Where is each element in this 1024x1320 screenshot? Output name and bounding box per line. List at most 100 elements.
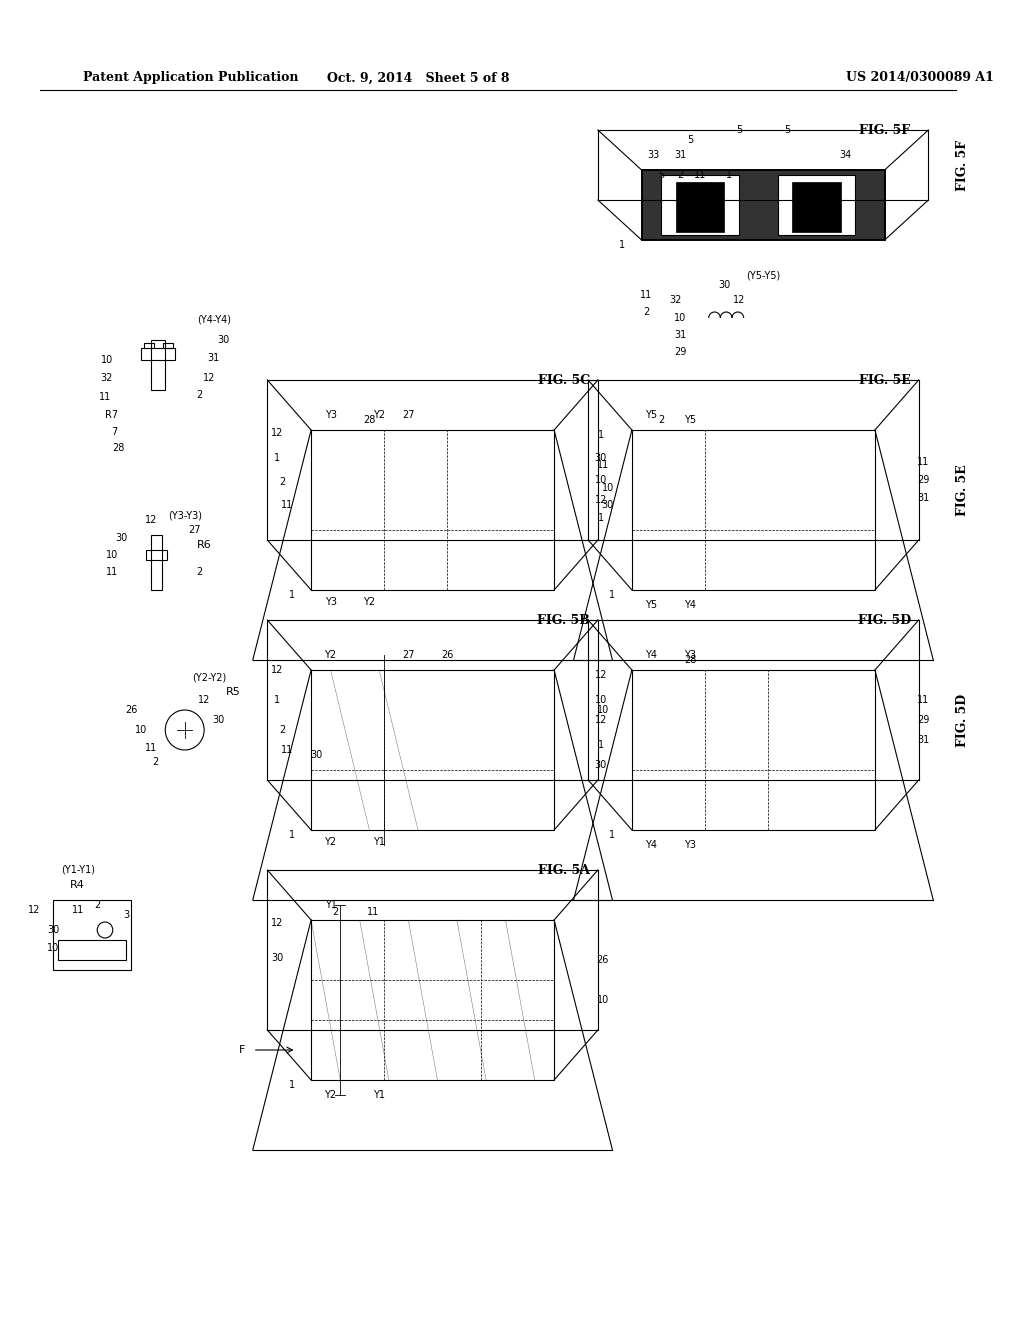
Text: Y5: Y5 bbox=[684, 414, 696, 425]
Text: 27: 27 bbox=[188, 525, 201, 535]
Text: 12: 12 bbox=[271, 428, 284, 438]
Text: Y5: Y5 bbox=[645, 411, 657, 420]
Text: 31: 31 bbox=[675, 150, 687, 160]
Bar bbox=[144, 343, 154, 348]
Text: 27: 27 bbox=[402, 411, 415, 420]
Text: 1: 1 bbox=[620, 240, 626, 249]
Bar bbox=[151, 535, 163, 590]
Text: 11: 11 bbox=[918, 696, 930, 705]
Text: 32: 32 bbox=[100, 374, 113, 383]
Text: Y4: Y4 bbox=[645, 649, 657, 660]
Text: 10: 10 bbox=[47, 942, 59, 953]
Text: 1: 1 bbox=[609, 590, 615, 601]
Text: Y1: Y1 bbox=[373, 1090, 385, 1100]
Bar bbox=[632, 671, 874, 830]
Text: 2: 2 bbox=[279, 725, 285, 735]
Text: 29: 29 bbox=[675, 347, 687, 356]
Bar bbox=[676, 182, 724, 232]
Text: 12: 12 bbox=[271, 665, 284, 675]
Bar bbox=[58, 940, 126, 960]
Text: 12: 12 bbox=[28, 906, 40, 915]
Text: 10: 10 bbox=[595, 475, 607, 484]
Text: 12: 12 bbox=[198, 696, 210, 705]
Text: Y2: Y2 bbox=[325, 649, 337, 660]
Text: Patent Application Publication: Patent Application Publication bbox=[83, 71, 298, 84]
Text: 30: 30 bbox=[718, 280, 730, 290]
Text: 34: 34 bbox=[840, 150, 852, 160]
Bar bbox=[311, 920, 554, 1080]
Text: US 2014/0300089 A1: US 2014/0300089 A1 bbox=[846, 71, 993, 84]
Text: 5: 5 bbox=[658, 170, 665, 180]
Text: (Y3-Y3): (Y3-Y3) bbox=[168, 510, 202, 520]
Text: 2: 2 bbox=[332, 907, 339, 917]
Text: R4: R4 bbox=[71, 880, 85, 890]
Text: 10: 10 bbox=[601, 483, 613, 492]
Text: 31: 31 bbox=[675, 330, 687, 341]
Text: 29: 29 bbox=[918, 715, 930, 725]
Text: (Y4-Y4): (Y4-Y4) bbox=[197, 315, 230, 325]
Text: 30: 30 bbox=[116, 533, 128, 543]
Text: Y2: Y2 bbox=[373, 411, 385, 420]
Text: FIG. 5A: FIG. 5A bbox=[538, 863, 590, 876]
Text: 11: 11 bbox=[640, 290, 652, 300]
Text: Oct. 9, 2014   Sheet 5 of 8: Oct. 9, 2014 Sheet 5 of 8 bbox=[327, 71, 509, 84]
Text: 12: 12 bbox=[595, 715, 607, 725]
Text: 12: 12 bbox=[144, 515, 157, 525]
Text: 10: 10 bbox=[597, 705, 609, 715]
Text: 3: 3 bbox=[123, 909, 129, 920]
Text: 2: 2 bbox=[279, 477, 285, 487]
Bar bbox=[662, 176, 739, 235]
Text: 11: 11 bbox=[597, 459, 609, 470]
Text: 5: 5 bbox=[687, 135, 693, 145]
Text: 30: 30 bbox=[595, 453, 607, 463]
Text: 12: 12 bbox=[732, 294, 745, 305]
Text: 2: 2 bbox=[677, 170, 684, 180]
Text: 11: 11 bbox=[918, 457, 930, 467]
Text: FIG. 5F: FIG. 5F bbox=[859, 124, 910, 136]
Text: 10: 10 bbox=[675, 313, 687, 323]
Text: (Y1-Y1): (Y1-Y1) bbox=[60, 865, 95, 875]
Text: 7: 7 bbox=[112, 426, 118, 437]
Text: FIG. 5D: FIG. 5D bbox=[956, 693, 969, 747]
Text: 30: 30 bbox=[601, 500, 613, 510]
Text: 2: 2 bbox=[197, 568, 203, 577]
Text: FIG. 5C: FIG. 5C bbox=[538, 374, 590, 387]
Text: 5: 5 bbox=[784, 125, 791, 135]
Bar bbox=[163, 343, 173, 348]
Text: 2: 2 bbox=[153, 756, 159, 767]
Text: 29: 29 bbox=[918, 475, 930, 484]
Text: FIG. 5D: FIG. 5D bbox=[858, 614, 911, 627]
Text: R7: R7 bbox=[105, 411, 119, 420]
Text: 33: 33 bbox=[647, 150, 659, 160]
Text: 2: 2 bbox=[658, 414, 665, 425]
Text: 31: 31 bbox=[918, 492, 930, 503]
Text: 1: 1 bbox=[289, 590, 295, 601]
Bar bbox=[777, 176, 855, 235]
Text: FIG. 5E: FIG. 5E bbox=[859, 374, 910, 387]
Text: FIG. 5E: FIG. 5E bbox=[956, 465, 969, 516]
Text: 1: 1 bbox=[598, 513, 604, 523]
Text: 1: 1 bbox=[598, 741, 604, 750]
Text: 10: 10 bbox=[135, 725, 147, 735]
Text: 1: 1 bbox=[609, 830, 615, 840]
Text: 12: 12 bbox=[595, 671, 607, 680]
Bar bbox=[642, 170, 885, 240]
Bar bbox=[145, 550, 167, 560]
Text: 12: 12 bbox=[595, 495, 607, 506]
Text: 28: 28 bbox=[684, 655, 696, 665]
Text: Y2: Y2 bbox=[364, 597, 376, 607]
Text: 10: 10 bbox=[100, 355, 113, 366]
Text: Y4: Y4 bbox=[684, 601, 696, 610]
Bar bbox=[642, 170, 885, 240]
Text: F: F bbox=[239, 1045, 245, 1055]
Bar bbox=[311, 671, 554, 830]
Text: Y3: Y3 bbox=[325, 411, 337, 420]
Text: 26: 26 bbox=[597, 954, 609, 965]
Text: Y4: Y4 bbox=[645, 840, 657, 850]
Text: 30: 30 bbox=[271, 953, 284, 964]
Text: 5: 5 bbox=[735, 125, 742, 135]
Text: 27: 27 bbox=[402, 649, 415, 660]
Text: 28: 28 bbox=[364, 414, 376, 425]
Text: 28: 28 bbox=[113, 444, 125, 453]
Text: (Y2-Y2): (Y2-Y2) bbox=[191, 673, 226, 682]
